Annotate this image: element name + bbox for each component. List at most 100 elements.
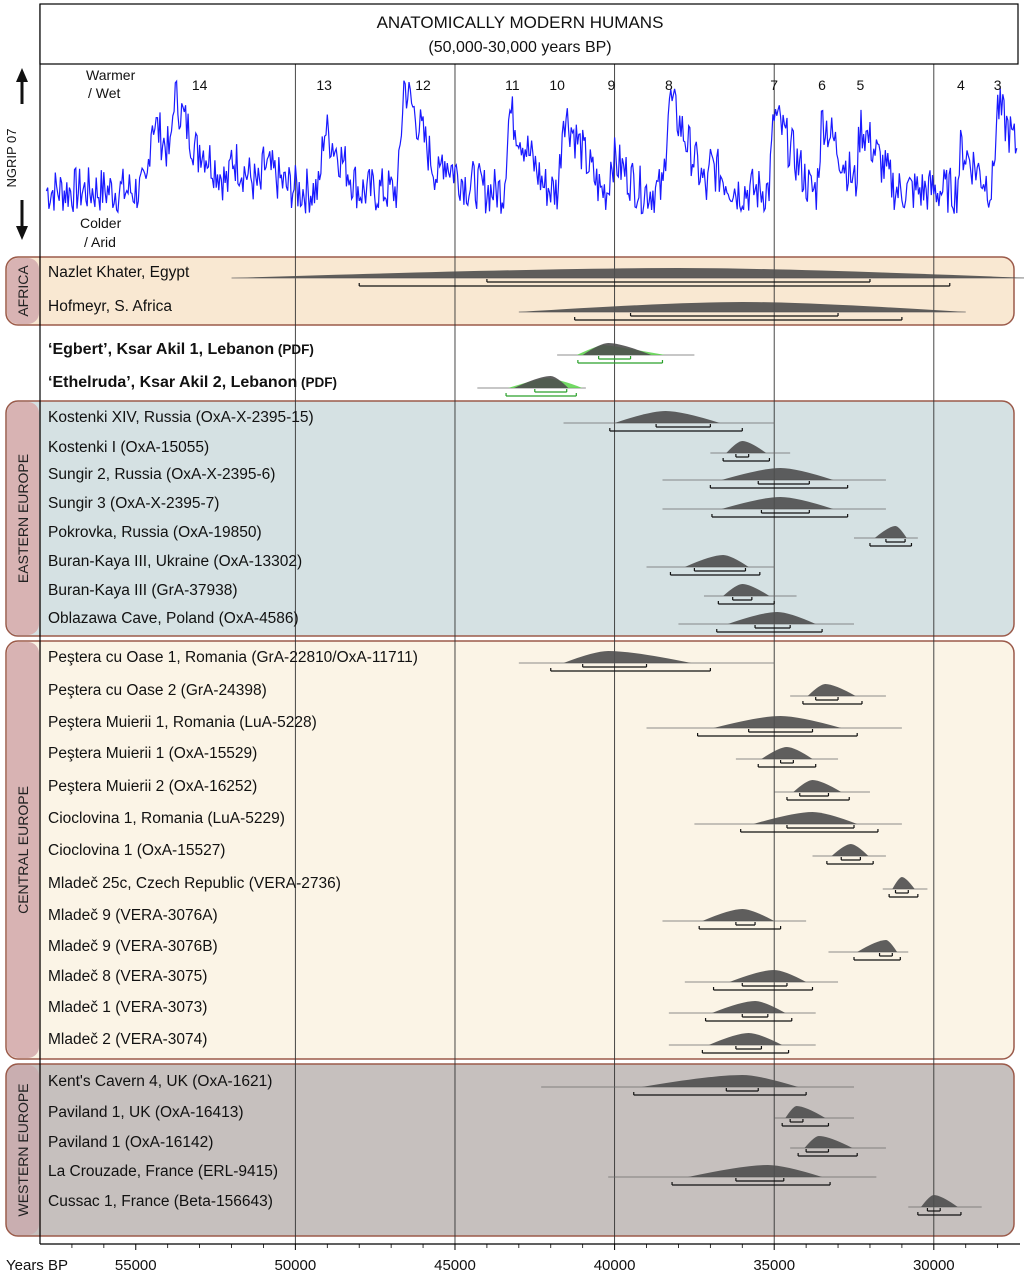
date-row: La Crouzade, France (ERL-9415): [48, 1163, 877, 1186]
region-label-band-2: [7, 642, 39, 1058]
x-tick-label: 35000: [753, 1257, 795, 1274]
sample-label: Sungir 3 (OxA-X-2395-7): [48, 495, 219, 512]
date-row: Peştera Muierii 1 (OxA-15529): [48, 745, 839, 768]
date-row: Paviland 1 (OxA-16142): [48, 1134, 886, 1157]
date-row: Oblazawa Cave, Poland (OxA-4586): [48, 610, 855, 633]
date-row: Cussac 1, France (Beta-156643): [48, 1193, 982, 1216]
date-row: Mladeč 2 (VERA-3074): [48, 1031, 816, 1054]
date-row: Peştera cu Oase 2 (GrA-24398): [48, 682, 886, 705]
x-tick-label: 55000: [115, 1257, 157, 1274]
date-row: Kostenki I (OxA-15055): [48, 439, 791, 462]
date-row: ‘Ethelruda’, Ksar Akil 2, Lebanon (PDF): [48, 374, 586, 397]
region-name: CENTRAL EUROPE: [15, 786, 31, 914]
interstadial-label: 10: [549, 77, 565, 93]
sample-label: Kostenki XIV, Russia (OxA-X-2395-15): [48, 409, 314, 426]
interstadial-label: 11: [505, 77, 520, 93]
probability-distribution: [514, 376, 569, 388]
date-row: Cioclovina 1 (OxA-15527): [48, 842, 886, 865]
date-row: Sungir 2, Russia (OxA-X-2395-6): [48, 466, 886, 489]
colder-arrow-icon: [16, 226, 28, 240]
probability-distribution: [721, 468, 834, 480]
probability-distribution: [727, 612, 816, 624]
sample-label: Nazlet Khater, Egypt: [48, 264, 190, 281]
region-name: WESTERN EUROPE: [15, 1083, 31, 1216]
probability-distribution: [723, 584, 770, 596]
interstadial-label: 12: [415, 77, 431, 93]
probability-distribution: [785, 1106, 826, 1118]
sample-label: Mladeč 2 (VERA-3074): [48, 1031, 207, 1048]
probability-distribution: [753, 812, 858, 824]
title-box: [39, 3, 1019, 65]
chart-subtitle: (50,000-30,000 years BP): [428, 39, 611, 56]
region-panel-3: [5, 1063, 1015, 1237]
sample-label: ‘Ethelruda’, Ksar Akil 2, Lebanon (PDF): [48, 374, 337, 391]
date-row: Kent's Cavern 4, UK (OxA-1621): [48, 1073, 855, 1096]
warmer-arrow-icon: [16, 68, 28, 82]
probability-distribution: [518, 302, 966, 312]
colder-label: Colder: [80, 215, 122, 231]
gridlines: [39, 4, 935, 1244]
region-name: AFRICA: [15, 265, 31, 317]
date-row: ‘Egbert’, Ksar Akil 1, Lebanon (PDF): [48, 341, 695, 364]
sample-label: Paviland 1 (OxA-16142): [48, 1134, 213, 1151]
probability-distribution: [582, 343, 652, 355]
interstadial-label: 5: [856, 77, 864, 93]
interstadial-label: 4: [957, 77, 965, 93]
probability-distribution: [688, 1165, 823, 1177]
date-row: Mladeč 25c, Czech Republic (VERA-2736): [48, 875, 928, 898]
region-label-band-3: [7, 1065, 39, 1235]
interstadial-label: 13: [316, 77, 332, 93]
date-row: Peştera Muierii 1, Romania (LuA-5228): [48, 714, 902, 737]
region-name: EASTERN EUROPE: [15, 454, 31, 583]
warmer-label: Warmer: [86, 67, 136, 83]
sample-label: Paviland 1, UK (OxA-16413): [48, 1104, 244, 1121]
probability-distribution: [807, 684, 856, 696]
interstadial-label: 6: [818, 77, 826, 93]
x-tick-label: 50000: [275, 1257, 317, 1274]
sample-label: Sungir 2, Russia (OxA-X-2395-6): [48, 466, 275, 483]
date-row: Cioclovina 1, Romania (LuA-5229): [48, 810, 902, 833]
interstadial-label: 8: [665, 77, 673, 93]
pdf-tag: (PDF): [297, 375, 337, 390]
date-row: Mladeč 8 (VERA-3075): [48, 968, 839, 991]
probability-distribution: [729, 970, 807, 982]
ngrip-climate-line: [45, 79, 1018, 215]
probability-distribution: [713, 716, 842, 728]
sample-label: Mladeč 8 (VERA-3075): [48, 968, 207, 985]
interstadial-labels: 14 13 12 11 10 9 8 7 6 5 4 3: [192, 77, 1002, 93]
date-row: Pokrovka, Russia (OxA-19850): [48, 524, 918, 547]
sample-label: Mladeč 9 (VERA-3076A): [48, 907, 218, 924]
region-panel-2: [5, 640, 1015, 1060]
x-axis: Years BP 55000 50000 45000 40000 35000 30000: [6, 1243, 1020, 1274]
date-row: Peştera cu Oase 1, Romania (GrA-22810/Ox…: [48, 649, 775, 672]
probability-distribution: [761, 747, 813, 759]
date-row: Peştera Muierii 2 (OxA-16252): [48, 778, 870, 801]
date-row: Mladeč 1 (VERA-3073): [48, 999, 816, 1022]
region-panels: AFRICA EASTERN EUROPE CENTRAL EUROPE WESTER…: [5, 256, 1015, 1237]
sample-label: Mladeč 25c, Czech Republic (VERA-2736): [48, 875, 341, 892]
date-row: Sungir 3 (OxA-X-2395-7): [48, 495, 886, 518]
sample-label: Cussac 1, France (Beta-156643): [48, 1193, 273, 1210]
date-row: Hofmeyr, S. Africa: [48, 298, 966, 321]
date-row: Mladeč 9 (VERA-3076B): [48, 938, 909, 961]
sample-label: Cioclovina 1, Romania (LuA-5229): [48, 810, 285, 827]
date-distributions: Nazlet Khater, Egypt Hofmeyr, S. Africa ‘E…: [48, 264, 1024, 1216]
sample-label: Peştera cu Oase 2 (GrA-24398): [48, 682, 267, 699]
probability-distribution: [563, 651, 692, 663]
date-row: Mladeč 9 (VERA-3076A): [48, 907, 807, 930]
interstadial-label: 9: [608, 77, 616, 93]
probability-distribution: [231, 268, 1024, 278]
interstadial-label: 14: [192, 77, 208, 93]
date-row: Paviland 1, UK (OxA-16413): [48, 1104, 855, 1127]
sample-label: La Crouzade, France (ERL-9415): [48, 1163, 278, 1180]
probability-distribution: [708, 1033, 783, 1045]
sample-label: ‘Egbert’, Ksar Akil 1, Lebanon (PDF): [48, 341, 314, 358]
probability-distribution: [726, 441, 767, 453]
probability-distribution: [614, 411, 720, 423]
sample-label: Cioclovina 1 (OxA-15527): [48, 842, 225, 859]
date-row: Kostenki XIV, Russia (OxA-X-2395-15): [48, 409, 775, 432]
sample-label: Mladeč 9 (VERA-3076B): [48, 938, 218, 955]
probability-distribution: [721, 497, 834, 509]
wet-label: / Wet: [88, 85, 121, 101]
